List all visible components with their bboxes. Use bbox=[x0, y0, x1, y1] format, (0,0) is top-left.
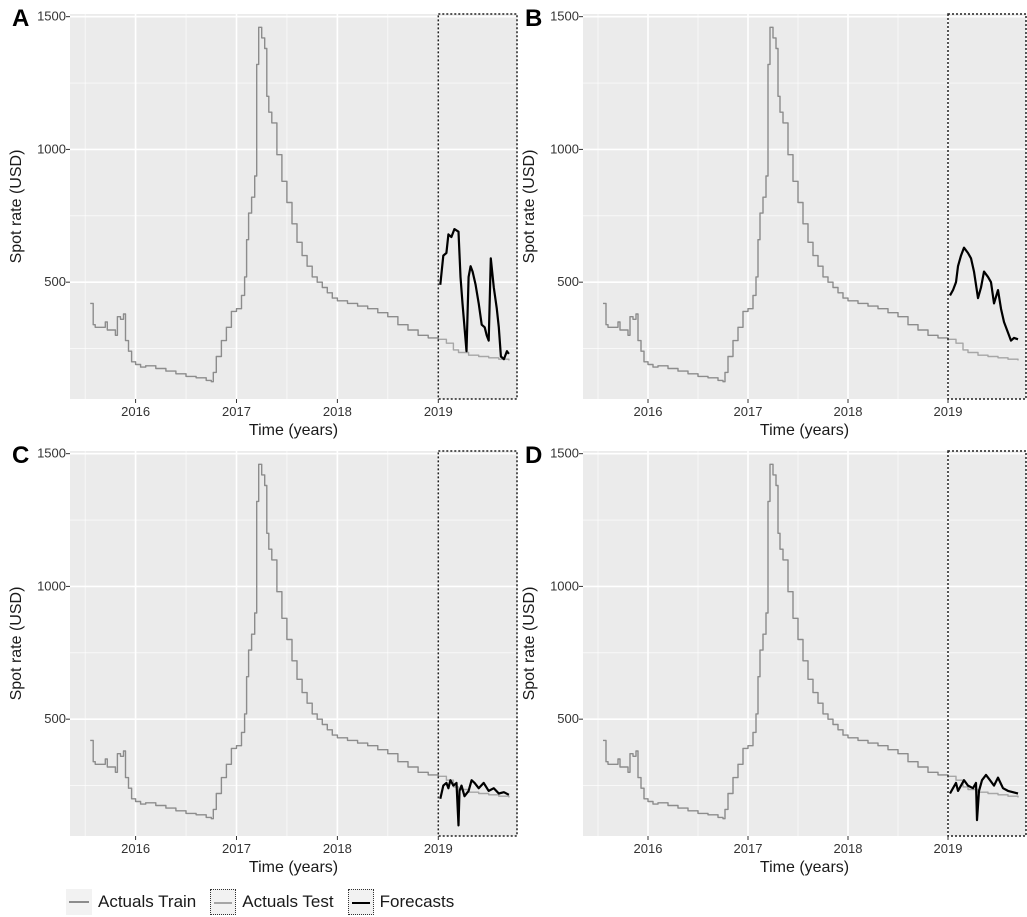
y-tick-label: 1500 bbox=[37, 446, 66, 461]
y-tick-label: 1000 bbox=[37, 141, 66, 156]
test-window-box bbox=[947, 13, 1027, 400]
panel-label: B bbox=[525, 5, 542, 32]
y-tick-label: 500 bbox=[44, 711, 66, 726]
x-axis-label: Time (years) bbox=[249, 422, 338, 439]
plot-background bbox=[583, 451, 1026, 836]
x-axis-label: Time (years) bbox=[760, 859, 849, 876]
y-axis-label: Spot rate (USD) bbox=[8, 150, 25, 264]
y-tick-label: 1500 bbox=[37, 9, 66, 24]
series-forecast bbox=[439, 228, 510, 361]
series-forecast bbox=[949, 246, 1019, 342]
y-tick-label: 1000 bbox=[37, 578, 66, 593]
panel-label: D bbox=[525, 442, 542, 469]
legend-label-forecast: Forecasts bbox=[379, 892, 455, 911]
y-axis-label: Spot rate (USD) bbox=[521, 150, 538, 264]
legend-label-train: Actuals Train bbox=[98, 892, 197, 911]
series-test bbox=[948, 338, 1019, 361]
legend-label-test: Actuals Test bbox=[242, 892, 334, 911]
y-tick-label: 500 bbox=[44, 274, 66, 289]
x-tick-label: 2019 bbox=[424, 841, 453, 856]
plot-background bbox=[583, 14, 1026, 399]
plot-background bbox=[70, 14, 517, 399]
x-tick-label: 2019 bbox=[424, 404, 453, 419]
legend-key-forecast bbox=[347, 889, 374, 915]
series-train bbox=[603, 26, 949, 383]
x-tick-label: 2017 bbox=[222, 841, 251, 856]
y-tick-label: 500 bbox=[557, 274, 579, 289]
legend: Actuals Train Actuals Test Forecasts bbox=[66, 887, 462, 917]
x-tick-label: 2019 bbox=[934, 841, 963, 856]
x-tick-label: 2018 bbox=[834, 841, 863, 856]
plot-background bbox=[70, 451, 517, 836]
x-tick-label: 2019 bbox=[934, 404, 963, 419]
x-axis-label: Time (years) bbox=[760, 422, 849, 439]
legend-item-train: Actuals Train bbox=[66, 889, 196, 915]
y-axis-label: Spot rate (USD) bbox=[8, 587, 25, 701]
x-tick-label: 2017 bbox=[734, 841, 763, 856]
x-tick-label: 2018 bbox=[834, 404, 863, 419]
y-tick-label: 1500 bbox=[550, 9, 579, 24]
x-tick-label: 2016 bbox=[121, 841, 150, 856]
x-tick-label: 2016 bbox=[634, 404, 663, 419]
x-axis-label: Time (years) bbox=[249, 859, 338, 876]
panel-c: 2016 2017 2018 2019 500 1000 1500 Time (years) S… bbox=[8, 442, 518, 876]
x-tick-label: 2017 bbox=[734, 404, 763, 419]
y-tick-label: 1000 bbox=[550, 141, 579, 156]
x-tick-label: 2017 bbox=[222, 404, 251, 419]
legend-item-test: Actuals Test bbox=[210, 889, 334, 915]
series-test bbox=[438, 338, 510, 361]
series-train bbox=[603, 463, 949, 820]
legend-item-forecast: Forecasts bbox=[347, 889, 455, 915]
panel-label: C bbox=[12, 442, 29, 469]
y-tick-label: 1000 bbox=[550, 578, 579, 593]
series-train bbox=[90, 463, 439, 820]
panel-d: 2016 2017 2018 2019 500 1000 1500 Time (years) S… bbox=[521, 442, 1027, 876]
x-tick-label: 2016 bbox=[121, 404, 150, 419]
panel-a: 2016 2017 2018 2019 500 1000 1500 Time (years) S… bbox=[8, 5, 518, 439]
x-tick-label: 2018 bbox=[323, 404, 352, 419]
legend-key-train bbox=[66, 889, 92, 915]
y-tick-label: 500 bbox=[557, 711, 579, 726]
series-forecast bbox=[439, 779, 510, 827]
series-forecast bbox=[949, 773, 1019, 822]
series-train bbox=[90, 26, 439, 383]
y-tick-label: 1500 bbox=[550, 446, 579, 461]
panel-b: 2016 2017 2018 2019 500 1000 1500 Time (years) S… bbox=[521, 5, 1027, 439]
legend-key-test bbox=[210, 889, 237, 915]
y-axis-label: Spot rate (USD) bbox=[521, 587, 538, 701]
x-tick-label: 2016 bbox=[634, 841, 663, 856]
panel-label: A bbox=[12, 5, 29, 32]
figure: 2016 2017 2018 2019 500 1000 1500 Time (years) S… bbox=[8, 5, 1027, 876]
x-tick-label: 2018 bbox=[323, 841, 352, 856]
test-window-box bbox=[947, 450, 1027, 837]
